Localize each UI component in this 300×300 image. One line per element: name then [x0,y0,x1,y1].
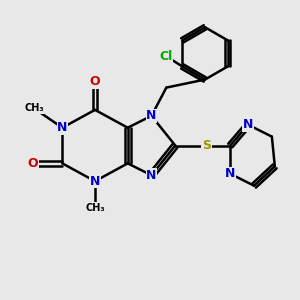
Text: O: O [90,75,100,88]
Text: N: N [146,169,157,182]
Text: Cl: Cl [159,50,172,63]
Text: N: N [57,121,68,134]
Text: CH₃: CH₃ [24,103,44,113]
Text: N: N [90,175,100,188]
Text: N: N [146,109,157,122]
Text: N: N [225,167,236,180]
Text: CH₃: CH₃ [85,203,105,213]
Text: S: S [202,139,211,152]
Text: N: N [243,118,253,131]
Text: O: O [27,157,38,170]
